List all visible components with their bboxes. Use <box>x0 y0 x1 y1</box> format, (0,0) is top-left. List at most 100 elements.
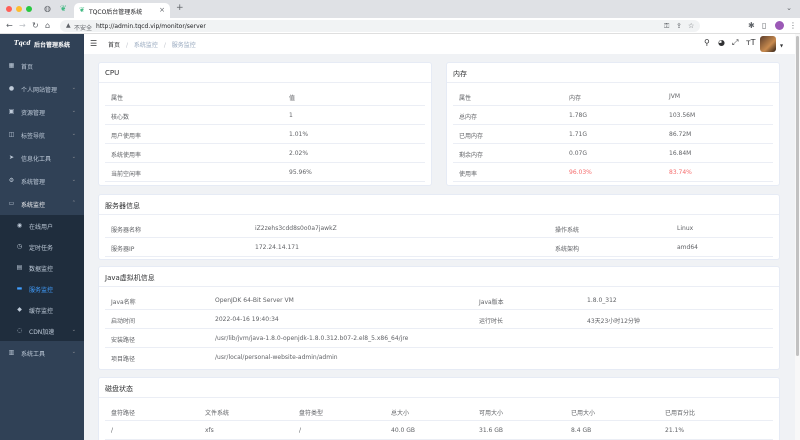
page-scrollbar[interactable] <box>795 34 800 440</box>
security-label[interactable]: 不安全 <box>74 25 93 32</box>
forward-icon[interactable]: → <box>19 21 26 30</box>
caret-down-icon[interactable]: ▼ <box>780 43 784 48</box>
column-header: 值 <box>289 95 296 102</box>
close-window-button[interactable] <box>6 6 12 12</box>
sidebar-item-cache-monitor[interactable]: ◆ 缓存监控 <box>0 299 84 320</box>
cell: Linux <box>677 225 694 232</box>
main-content: CPU 属性 值 核心数 1 用户使用率 1.01% 系统使用率 2.02% 当… <box>84 54 800 440</box>
cell: 8.4 GB <box>571 427 592 434</box>
bookmark-star-icon[interactable]: ☆ <box>688 22 695 30</box>
dashboard-icon: ▦ <box>8 62 15 69</box>
cell: 安装路径 <box>111 337 136 344</box>
sidebar-item-label: 数据监控 <box>29 266 54 273</box>
back-icon[interactable]: ← <box>6 21 13 30</box>
sidebar: Tqcd 后台管理系统 ▦ 首页 ● 个人网站管理 ⌄ ▣ 资源管理 ⌄ ◫ 标… <box>0 34 84 440</box>
cell: 2022-04-16 19:40:34 <box>215 316 279 323</box>
gear-icon: ⚙ <box>8 177 15 184</box>
cell: 启动时间 <box>111 318 136 325</box>
sidebar-item-jobs[interactable]: ◷ 定时任务 <box>0 236 84 257</box>
server-card: 服务器信息 服务器名称 iZ2zehs3cdd8s0o0a7jawkZ 操作系统… <box>98 194 780 260</box>
new-tab-button[interactable]: + <box>176 3 184 13</box>
cell: 16.84M <box>669 150 692 157</box>
column-header: JVM <box>669 93 681 100</box>
cell: 操作系统 <box>555 227 580 234</box>
breadcrumb-home[interactable]: 首页 <box>108 42 121 49</box>
pinned-tab-icon[interactable]: ❦ <box>60 4 67 13</box>
app-logo[interactable]: Tqcd 后台管理系统 <box>0 34 84 54</box>
avatar[interactable] <box>760 36 776 52</box>
github-icon[interactable]: ◕ <box>718 38 725 47</box>
key-icon[interactable]: ⚿ <box>664 22 670 30</box>
sidebar-item-it-tools[interactable]: ➤ 信息化工具 ⌄ <box>0 146 84 169</box>
sidepanel-icon[interactable]: ▯ <box>762 21 767 30</box>
cell: 172.24.14.171 <box>255 244 299 251</box>
chevron-down-icon: ⌄ <box>71 349 76 355</box>
search-icon[interactable]: ⚲ <box>704 38 710 47</box>
column-header: 总大小 <box>391 410 410 417</box>
chevron-up-icon: ⌃ <box>71 200 76 206</box>
cell: amd64 <box>677 244 698 251</box>
cell: Java版本 <box>479 299 504 306</box>
sidebar-item-home[interactable]: ▦ 首页 <box>0 54 84 77</box>
browser-menu-icon[interactable]: ⋮ <box>789 21 797 30</box>
cell: 系统使用率 <box>111 152 142 159</box>
maximize-window-button[interactable] <box>26 6 32 12</box>
cell: / <box>299 427 302 434</box>
sidebar-item-website[interactable]: ● 个人网站管理 ⌄ <box>0 77 84 100</box>
minimize-window-button[interactable] <box>16 6 22 12</box>
hamburger-icon[interactable]: ☰ <box>90 39 98 48</box>
tab-search-icon[interactable]: ⌄ <box>786 4 792 12</box>
cpu-title: CPU <box>105 69 120 77</box>
cpu-card: CPU 属性 值 核心数 1 用户使用率 1.01% 系统使用率 2.02% 当… <box>98 62 432 186</box>
tab-close-icon[interactable]: × <box>159 6 165 14</box>
folder-icon: ▣ <box>8 108 15 115</box>
table-row: 用户使用率 1.01% <box>105 125 425 144</box>
home-icon[interactable]: ⌂ <box>45 21 51 30</box>
cell: 当前空闲率 <box>111 171 142 178</box>
sidebar-item-sys-tools[interactable]: ▥ 系统工具 ⌄ <box>0 341 84 364</box>
sidebar-item-label: 系统工具 <box>21 351 46 358</box>
chevron-down-icon: ⌄ <box>71 154 76 160</box>
cell: 1 <box>289 112 293 119</box>
sidebar-item-label: 定时任务 <box>29 245 54 252</box>
address-bar[interactable]: ▲ 不安全 http://admin.tqcd.vip/monitor/serv… <box>60 20 700 32</box>
table-row: 核心数 1 <box>105 106 425 125</box>
table-row: 服务器名称 iZ2zehs3cdd8s0o0a7jawkZ 操作系统 Linux <box>105 219 773 238</box>
sidebar-item-resources[interactable]: ▣ 资源管理 ⌄ <box>0 100 84 123</box>
profile-avatar[interactable] <box>775 21 784 30</box>
share-icon[interactable]: ⇪ <box>676 22 682 30</box>
sidebar-item-monitor[interactable]: ▭ 系统监控 ⌃ <box>0 192 84 215</box>
sidebar-item-tags[interactable]: ◫ 标签导航 ⌄ <box>0 123 84 146</box>
tab-title: TQCO后台管理系统 <box>89 9 143 16</box>
logo-mark: Tqcd <box>14 40 31 47</box>
sidebar-item-cdn[interactable]: ◌ CDN加速 ⌄ <box>0 320 84 341</box>
reload-icon[interactable]: ↻ <box>32 21 39 30</box>
jvm-table: Java名称 OpenJDK 64-Bit Server VM Java版本 1… <box>105 291 773 367</box>
sidebar-item-label: 缓存监控 <box>29 308 54 315</box>
disk-table: 盘符路径 文件系统 盘符类型 总大小 可用大小 已用大小 已用百分比 / xfs… <box>105 402 773 440</box>
font-size-icon[interactable]: ᴛT <box>746 38 756 47</box>
online-icon: ◉ <box>16 222 23 229</box>
column-header: 盘符类型 <box>299 410 324 417</box>
cell: 核心数 <box>111 114 130 121</box>
cell: 剩余内存 <box>459 152 484 159</box>
cell: 服务器名称 <box>111 227 142 234</box>
table-row: 安装路径 /usr/lib/jvm/java-1.8.0-openjdk-1.8… <box>105 329 773 348</box>
url-text[interactable]: http://admin.tqcd.vip/monitor/server <box>96 23 206 30</box>
fullscreen-icon[interactable]: ⤢ <box>732 38 739 47</box>
sidebar-item-label: CDN加速 <box>29 329 55 336</box>
warning-icon[interactable]: ▲ <box>66 22 71 29</box>
cell: 总内存 <box>459 114 478 121</box>
column-header: 属性 <box>459 95 472 102</box>
sidebar-item-server-monitor[interactable]: ▬ 服务监控 <box>0 278 84 299</box>
globe-tab-icon[interactable]: ◍ <box>44 4 51 13</box>
druid-icon: ▤ <box>16 264 23 271</box>
sidebar-item-online-users[interactable]: ◉ 在线用户 <box>0 215 84 236</box>
sidebar-item-data-monitor[interactable]: ▤ 数据监控 <box>0 257 84 278</box>
sidebar-item-system[interactable]: ⚙ 系统管理 ⌄ <box>0 169 84 192</box>
scrollbar-thumb[interactable] <box>796 36 799 356</box>
column-header: 内存 <box>569 95 582 102</box>
extensions-icon[interactable]: ✱ <box>748 21 755 30</box>
sidebar-item-label: 在线用户 <box>29 224 54 231</box>
browser-tab-active[interactable]: ❦ TQCO后台管理系统 × <box>74 3 170 18</box>
